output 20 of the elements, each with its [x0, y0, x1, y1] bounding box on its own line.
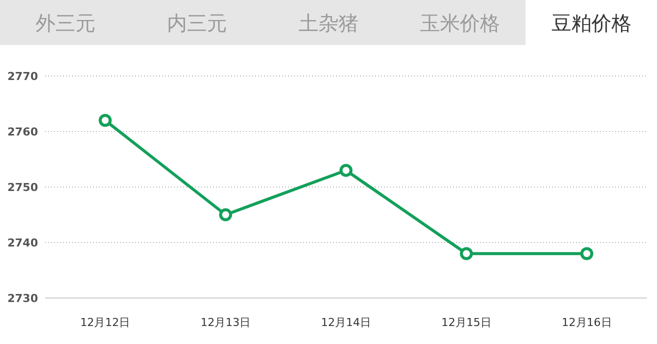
y-tick-label: 2730: [7, 292, 38, 305]
y-tick-label: 2770: [7, 70, 38, 83]
text: 内三元: [167, 11, 228, 35]
y-tick-label: 2760: [7, 126, 38, 138]
point: [98, 114, 112, 127]
x-tick-label: 12月15日: [441, 316, 492, 329]
y-tick-label: 2750: [7, 181, 38, 194]
x-tick-label: 12月13日: [200, 316, 251, 329]
x-tick-label: 12月12日: [80, 316, 130, 329]
text: 土杂猪: [298, 11, 358, 35]
x-tick-label: 12月14日: [321, 316, 371, 329]
y-tick-label: 2740: [7, 236, 38, 250]
point: [460, 247, 473, 260]
text: 玉米价格: [420, 11, 500, 35]
x-tick-label: 12月16日: [562, 316, 612, 329]
point: [580, 247, 594, 260]
chart-title: 豆粕价格: [551, 11, 632, 35]
point: [219, 208, 232, 222]
text: 外三元: [36, 11, 96, 35]
point: [340, 164, 352, 177]
